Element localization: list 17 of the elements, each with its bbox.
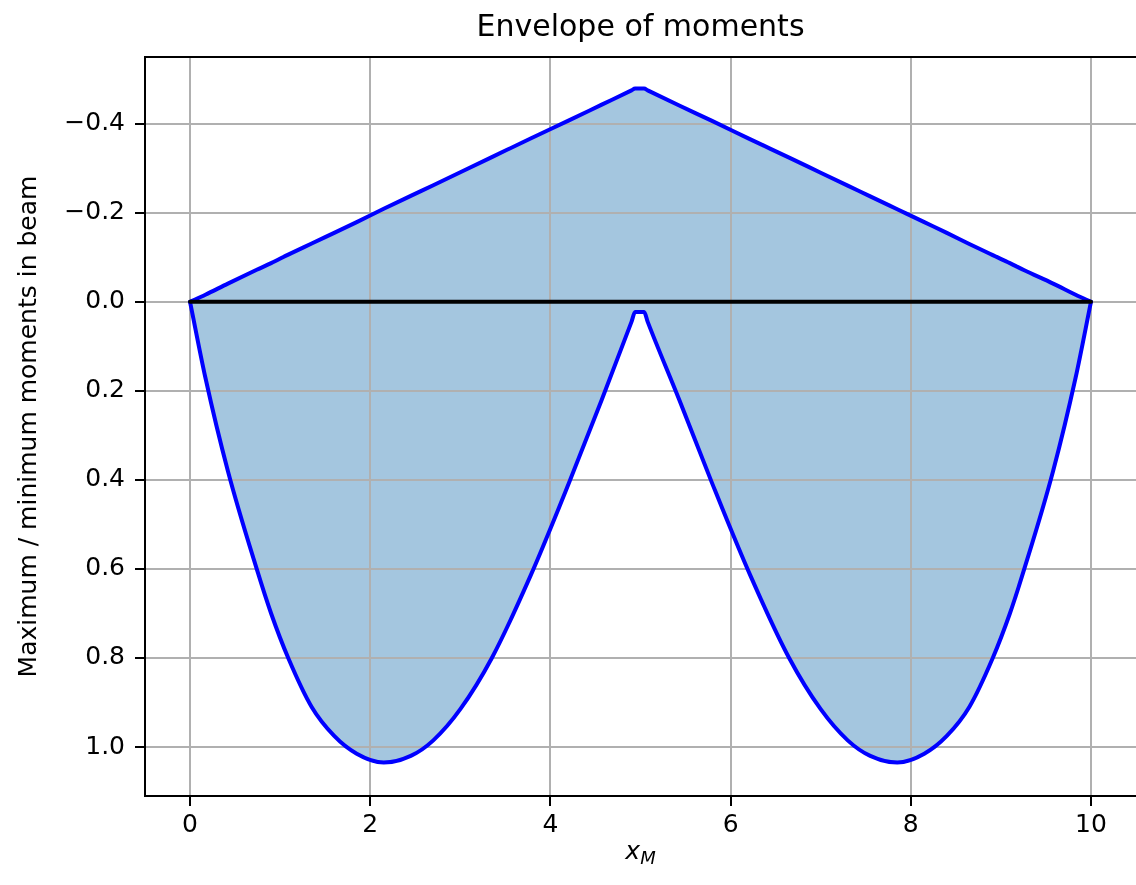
y-tick-label: 0.8 <box>85 641 125 671</box>
y-tick-label: 0.2 <box>85 374 125 404</box>
x-tick-label: 4 <box>542 808 559 838</box>
x-tick-label: 8 <box>902 808 919 838</box>
y-tick-label: 1.0 <box>85 730 125 760</box>
chart-title: Envelope of moments <box>476 7 805 43</box>
x-tick-label: 2 <box>362 808 379 838</box>
y-tick-label: 0.6 <box>85 552 125 582</box>
x-tick-label: 6 <box>722 808 739 838</box>
y-tick-label: −0.2 <box>64 196 125 226</box>
y-tick-label: 0.4 <box>85 463 125 493</box>
y-tick-label: −0.4 <box>64 107 125 137</box>
x-axis-title: x$_{M}$ <box>624 836 657 870</box>
x-tick-label: 10 <box>1075 808 1107 838</box>
y-tick-label: 0.0 <box>85 285 125 315</box>
y-axis-title: Maximum / minimum moments in beam <box>12 175 42 678</box>
x-tick-label: 0 <box>182 808 198 838</box>
